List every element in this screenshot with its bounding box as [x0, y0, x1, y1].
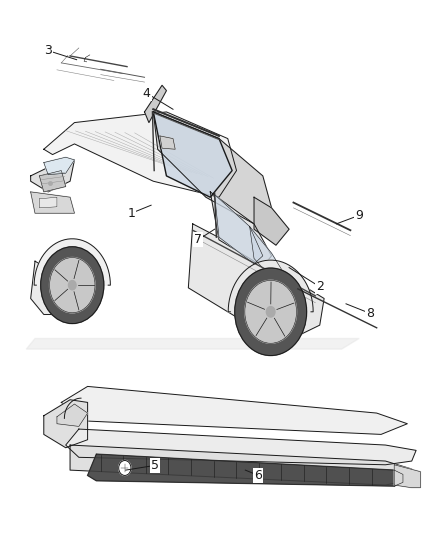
- Polygon shape: [70, 445, 412, 485]
- Polygon shape: [44, 112, 237, 197]
- Polygon shape: [215, 195, 263, 264]
- Text: 9: 9: [355, 209, 363, 222]
- Circle shape: [49, 257, 95, 313]
- Text: 3: 3: [44, 44, 52, 57]
- Circle shape: [235, 268, 307, 356]
- Text: 2: 2: [316, 280, 324, 293]
- Polygon shape: [57, 404, 88, 426]
- Polygon shape: [210, 192, 272, 266]
- Polygon shape: [44, 157, 74, 175]
- Polygon shape: [228, 260, 313, 312]
- Polygon shape: [39, 197, 57, 208]
- Polygon shape: [44, 400, 88, 448]
- Circle shape: [68, 280, 76, 290]
- Polygon shape: [66, 429, 416, 465]
- Polygon shape: [31, 192, 74, 213]
- Text: 6: 6: [254, 469, 262, 482]
- Polygon shape: [31, 261, 88, 314]
- Polygon shape: [34, 239, 110, 285]
- Polygon shape: [153, 112, 272, 224]
- Text: 4: 4: [143, 87, 151, 100]
- Polygon shape: [250, 227, 285, 282]
- Polygon shape: [61, 386, 407, 434]
- Polygon shape: [26, 338, 359, 349]
- Polygon shape: [394, 465, 420, 488]
- Polygon shape: [153, 112, 232, 197]
- Polygon shape: [254, 197, 289, 245]
- Circle shape: [119, 461, 131, 475]
- Text: 1: 1: [127, 207, 135, 220]
- Polygon shape: [39, 171, 66, 192]
- Text: 5: 5: [152, 459, 159, 472]
- Polygon shape: [160, 136, 175, 149]
- Polygon shape: [88, 454, 403, 486]
- Polygon shape: [188, 224, 324, 336]
- Circle shape: [245, 280, 297, 343]
- Text: 7: 7: [194, 233, 202, 246]
- Text: 8: 8: [366, 307, 374, 320]
- Polygon shape: [145, 85, 166, 123]
- Circle shape: [41, 247, 104, 324]
- Circle shape: [266, 306, 275, 317]
- Polygon shape: [31, 160, 74, 192]
